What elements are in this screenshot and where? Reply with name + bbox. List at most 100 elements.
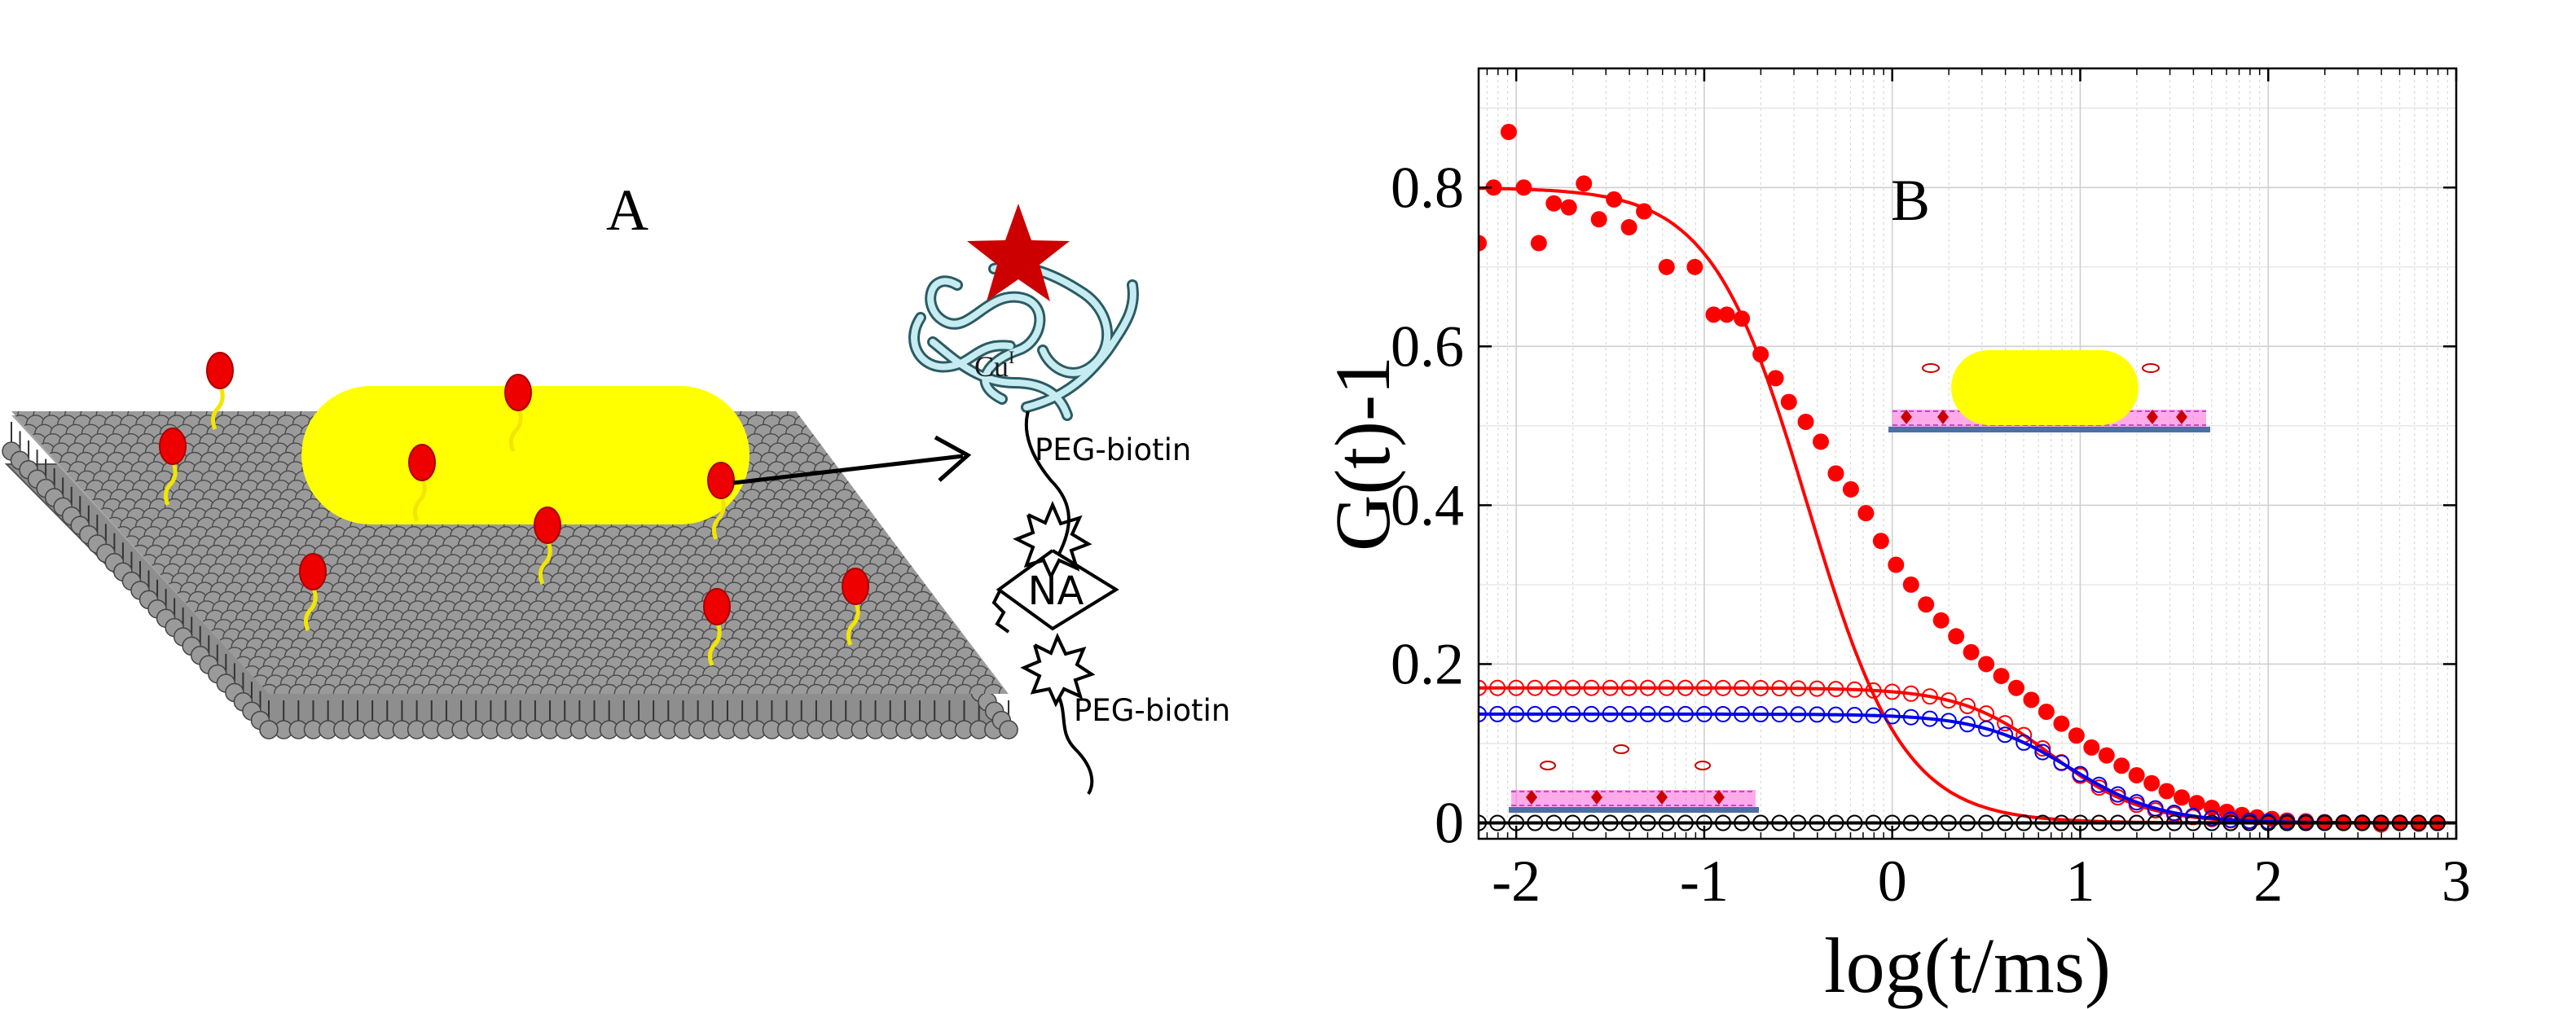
plot-frame <box>1477 67 2458 840</box>
fluorophore-star-icon <box>967 204 1070 301</box>
data-point <box>1827 814 1844 831</box>
data-point <box>2165 805 2183 822</box>
data-point <box>1639 679 1656 696</box>
data-point <box>1545 679 1563 696</box>
data-point <box>2016 734 2033 751</box>
protein-ribbon-icon <box>908 261 1139 421</box>
data-point <box>2354 814 2371 831</box>
y-tick-label: 0 <box>1435 790 1464 855</box>
inset-micelle-diagram <box>1888 350 2210 432</box>
data-point <box>2263 810 2280 827</box>
copper-label: CuI <box>974 347 1014 383</box>
panel-b-label: B <box>1891 168 1930 233</box>
data-point <box>1602 705 1619 722</box>
data-point <box>1583 705 1600 722</box>
data-point <box>2316 814 2333 831</box>
data-point <box>2113 757 2130 774</box>
data-point <box>2174 789 2191 806</box>
data-point <box>1677 705 1694 722</box>
panel-a: A CuI <box>2 178 1230 796</box>
data-point <box>2053 715 2070 732</box>
data-point <box>1734 814 1751 831</box>
y-tick-label: 0.6 <box>1391 314 1464 379</box>
data-point <box>1888 556 1905 573</box>
data-point <box>1583 679 1600 696</box>
data-point <box>1902 708 1919 726</box>
data-point <box>2204 814 2220 831</box>
data-point <box>2109 814 2126 831</box>
data-point <box>1842 480 1859 498</box>
data-point <box>2038 703 2055 720</box>
y-tick-label: 0.8 <box>1391 155 1464 220</box>
data-point <box>1485 179 1502 196</box>
data-point <box>1545 195 1563 212</box>
data-point <box>1715 814 1731 831</box>
data-point <box>1827 706 1844 723</box>
data-point <box>1576 175 1593 192</box>
data-point <box>1489 705 1506 722</box>
data-point <box>1978 720 1995 737</box>
data-point <box>1515 179 1532 196</box>
data-point <box>2188 795 2205 812</box>
tethered-proteins <box>159 352 869 666</box>
data-point <box>1489 679 1506 696</box>
data-point <box>1790 814 1807 831</box>
data-point <box>1479 705 1487 722</box>
data-point <box>1508 705 1525 722</box>
data-point <box>1767 370 1784 387</box>
data-point <box>1734 679 1751 696</box>
data-point <box>2204 809 2220 827</box>
yellow-membrane-patch <box>301 386 750 524</box>
data-point <box>1583 814 1600 831</box>
y-tick-label: 0.2 <box>1391 631 1464 696</box>
data-point <box>2335 814 2352 831</box>
series-0 <box>1479 124 2456 833</box>
data-point <box>1997 814 2014 831</box>
pointer-arrow <box>732 435 972 485</box>
data-point <box>1620 679 1637 696</box>
data-point <box>2410 814 2427 831</box>
data-point <box>1752 706 1769 723</box>
data-point <box>1797 413 1814 430</box>
y-tick-labels: 0 0.2 0.4 0.6 0.8 <box>1391 155 1464 855</box>
data-point <box>2090 814 2108 831</box>
data-point <box>2128 794 2145 811</box>
data-point <box>1865 814 1882 831</box>
data-point <box>1677 814 1694 831</box>
data-point <box>1940 713 1957 730</box>
linker-bottom-label: PEG-biotin <box>1074 693 1230 728</box>
data-point <box>1658 814 1675 831</box>
data-point <box>1527 814 1544 831</box>
data-point <box>1857 505 1875 522</box>
data-point <box>1809 680 1826 697</box>
data-point <box>2241 814 2258 831</box>
neutravidin-diamond-icon <box>996 549 1119 631</box>
data-point <box>1827 681 1844 698</box>
data-point <box>2023 691 2040 708</box>
data-point <box>1658 679 1675 696</box>
y-tick-label: 0.4 <box>1391 472 1464 537</box>
data-point <box>1932 612 1950 629</box>
data-point <box>1993 668 2010 685</box>
data-point <box>1865 707 1882 724</box>
data-point <box>2128 766 2145 783</box>
data-point <box>2053 754 2070 771</box>
data-point <box>2083 739 2100 756</box>
data-point <box>1809 814 1826 831</box>
data-point <box>1940 814 1957 831</box>
data-point <box>2016 814 2033 831</box>
data-point <box>1959 697 1976 714</box>
data-point <box>1902 814 1919 831</box>
panel-a-label: A <box>606 178 648 243</box>
data-point <box>1959 716 1976 733</box>
data-point <box>2372 814 2389 831</box>
data-point <box>1978 656 1995 673</box>
data-point <box>1590 211 1607 228</box>
data-point <box>2068 727 2085 744</box>
data-point <box>1639 814 1656 831</box>
x-axis-label: log(t/ms) <box>1824 922 2111 1009</box>
data-point <box>1530 235 1547 252</box>
data-point <box>1686 258 1703 275</box>
major-grid <box>1479 68 2457 839</box>
